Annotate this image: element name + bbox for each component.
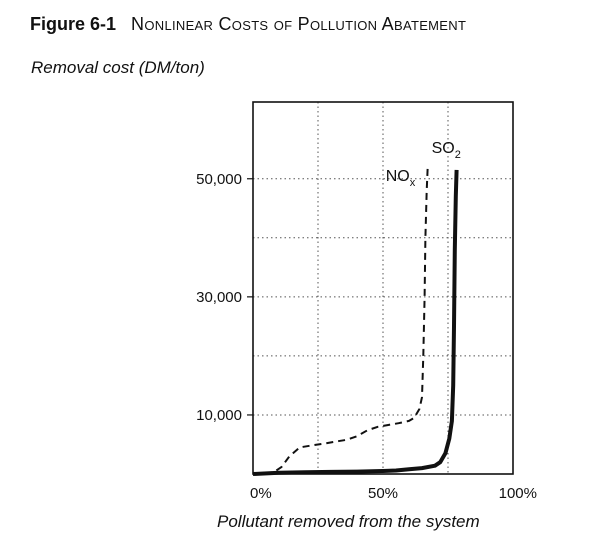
figure-number: Figure 6-1: [30, 14, 117, 34]
figure-title: Nonlinear Costs of Pollution Abatement: [131, 14, 467, 34]
series-label-so2: SO2: [432, 140, 461, 161]
y-axis-label: Removal cost (DM/ton): [31, 58, 205, 77]
y-tick-label: 50,000: [196, 171, 242, 188]
series-line-so2: [252, 169, 459, 476]
tick-layer: 10,000 30,000 50,000 0% 50% 100%: [196, 171, 537, 502]
x-axis-label: Pollutant removed from the system: [217, 512, 480, 531]
y-tick-label: 30,000: [196, 289, 242, 306]
series-layer: [252, 166, 459, 476]
grid-layer: [253, 102, 513, 474]
x-tick-label: 50%: [368, 485, 398, 502]
series-label-layer: NOx SO2: [386, 140, 461, 189]
plot-frame: [252, 101, 514, 475]
series-line-nox: [252, 166, 429, 475]
figure-title-row: Figure 6-1 Nonlinear Costs of Pollution …: [30, 14, 466, 35]
series-label-nox: NOx: [386, 168, 416, 189]
y-tick-label: 10,000: [196, 407, 242, 424]
x-tick-label: 100%: [499, 485, 537, 502]
x-tick-label: 0%: [250, 485, 272, 502]
